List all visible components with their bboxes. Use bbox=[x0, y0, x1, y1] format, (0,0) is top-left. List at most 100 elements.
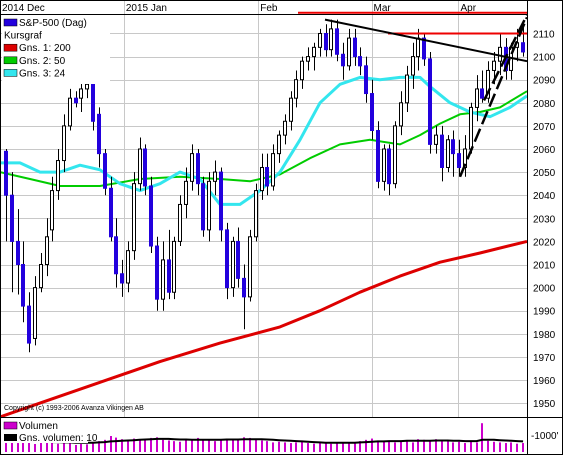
candle bbox=[260, 153, 264, 200]
x-tick-label: Feb bbox=[260, 3, 278, 14]
volume-bar bbox=[354, 442, 356, 452]
volume-bar bbox=[435, 439, 437, 452]
y-tick-label: 2020 bbox=[533, 237, 556, 248]
volume-bar bbox=[388, 441, 390, 452]
candle-body-up bbox=[318, 32, 322, 48]
candle-body-up bbox=[260, 166, 264, 192]
volume-bar bbox=[104, 439, 106, 452]
volume-bar bbox=[487, 440, 489, 452]
candle-body-down bbox=[4, 150, 8, 196]
volume-bar bbox=[208, 440, 210, 452]
candle-body-up bbox=[498, 46, 502, 62]
copyright-text: Copyright (c) 1993-2006 Avanza Vikingen … bbox=[4, 405, 144, 412]
candle-body-up bbox=[399, 102, 403, 127]
candle-body-down bbox=[109, 187, 113, 238]
candle-body-down bbox=[236, 240, 240, 279]
candle bbox=[16, 209, 20, 295]
candle bbox=[353, 28, 357, 66]
volume-bar bbox=[290, 443, 292, 452]
candle bbox=[324, 24, 328, 57]
x-tick-label: Apr bbox=[460, 3, 476, 14]
volume-bar bbox=[214, 441, 216, 452]
volume-bar bbox=[243, 437, 245, 452]
candle bbox=[50, 176, 54, 242]
candle bbox=[27, 292, 31, 353]
candle bbox=[149, 176, 153, 253]
volume-bar bbox=[144, 439, 146, 452]
volume-bar bbox=[266, 441, 268, 452]
candle-body-up bbox=[277, 134, 281, 155]
y-tick-label: 2110 bbox=[533, 29, 555, 40]
candle bbox=[231, 236, 235, 297]
volume-bar bbox=[447, 441, 449, 452]
candle-body-down bbox=[225, 229, 229, 289]
candle-body-up bbox=[312, 46, 316, 58]
candle-body-up bbox=[382, 148, 386, 182]
ma50-line bbox=[0, 90, 528, 187]
legend-item-ma50-swatch bbox=[3, 56, 18, 65]
candle bbox=[376, 121, 380, 189]
candle bbox=[155, 236, 159, 311]
candle bbox=[422, 33, 426, 66]
candle-body-up bbox=[79, 88, 83, 99]
candle-body-up bbox=[469, 106, 473, 150]
candle-body-up bbox=[68, 97, 72, 127]
volume-bar bbox=[80, 444, 82, 452]
volume-bar bbox=[342, 442, 344, 452]
candle-body-down bbox=[341, 53, 345, 67]
candle-body-down bbox=[335, 28, 339, 55]
candle-body-down bbox=[219, 171, 223, 231]
candle bbox=[411, 42, 415, 89]
candle-body-down bbox=[27, 305, 31, 344]
volume-bar bbox=[458, 441, 460, 452]
candle bbox=[79, 79, 83, 113]
candle bbox=[196, 149, 200, 196]
candle bbox=[120, 259, 124, 297]
volume-bar bbox=[40, 442, 42, 452]
candle-body-down bbox=[120, 273, 124, 284]
candle-body-up bbox=[405, 74, 409, 104]
candle bbox=[271, 144, 275, 191]
volume-bar bbox=[110, 436, 112, 452]
y-tick-label: 2010 bbox=[533, 261, 556, 272]
axis-labels: 1950 1960 1970 1980 1990 2000 2010 2020 2030 2040… bbox=[2, 3, 559, 442]
candle bbox=[236, 227, 240, 288]
candle-body-down bbox=[196, 153, 200, 185]
x-tick-label: Mar bbox=[374, 3, 392, 14]
volume-bar bbox=[156, 437, 158, 452]
candle-body-up bbox=[254, 190, 258, 238]
candle-body-up bbox=[207, 180, 211, 231]
candle-body-up bbox=[416, 37, 420, 58]
legend-item-ma24: Gns. 3: 24 bbox=[19, 68, 66, 79]
candle bbox=[341, 42, 345, 80]
volume-bar bbox=[191, 439, 193, 452]
candle bbox=[172, 236, 176, 300]
y-tick-label: 1980 bbox=[533, 330, 556, 341]
candle bbox=[91, 79, 95, 131]
volume-bar bbox=[417, 439, 419, 452]
y-tick-label: 1970 bbox=[533, 353, 556, 364]
ma200-line bbox=[0, 239, 528, 419]
candle bbox=[294, 70, 298, 108]
volume-bar bbox=[63, 443, 65, 452]
volume-bar bbox=[197, 437, 199, 452]
candle bbox=[143, 144, 147, 196]
volume-bar bbox=[28, 439, 30, 452]
candle-body-down bbox=[143, 148, 147, 187]
candle bbox=[318, 28, 322, 57]
candle bbox=[201, 176, 205, 237]
volume-bar bbox=[278, 441, 280, 452]
candle bbox=[457, 139, 461, 177]
volume-panel bbox=[5, 423, 524, 452]
legend-item-volume-ma-swatch bbox=[4, 434, 17, 441]
y-tick-label: 2000 bbox=[533, 284, 556, 295]
volume-bar bbox=[51, 442, 53, 452]
legend-item-volume: Volumen bbox=[19, 421, 58, 432]
volume-bar bbox=[452, 442, 454, 452]
candle bbox=[45, 218, 49, 277]
candle bbox=[335, 19, 339, 62]
volume-bar bbox=[394, 442, 396, 452]
candle-body-up bbox=[306, 56, 310, 62]
